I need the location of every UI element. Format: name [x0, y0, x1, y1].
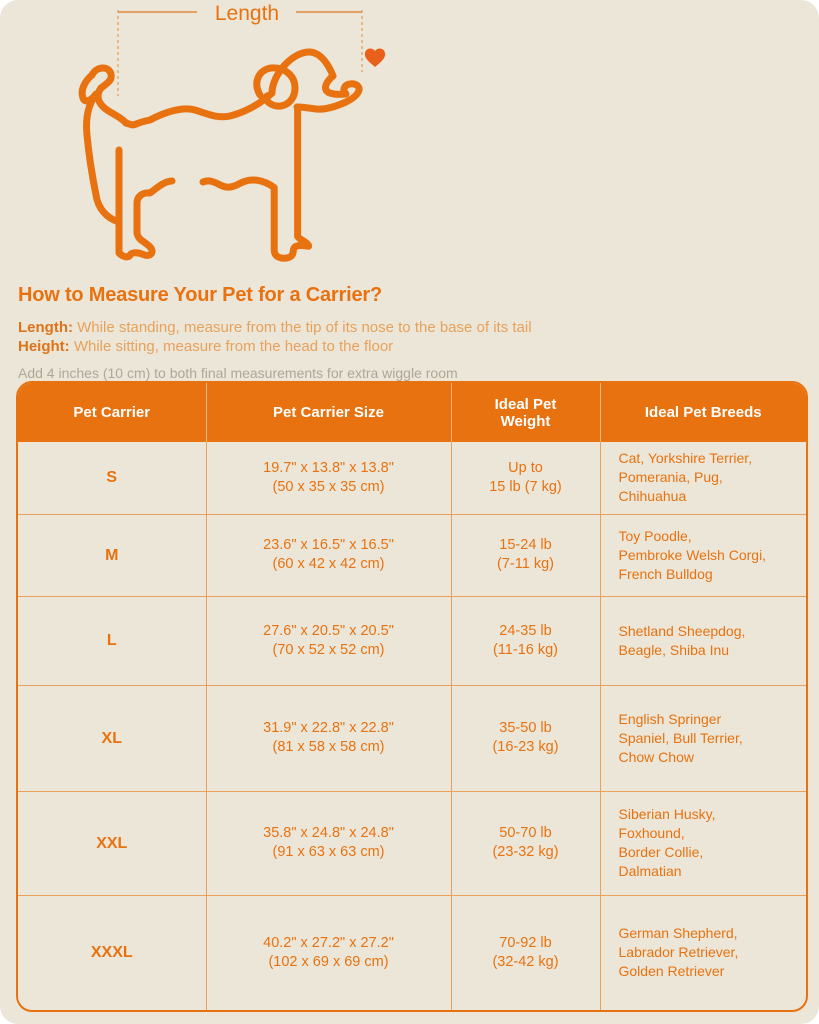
svg-text:Length: Length — [215, 2, 279, 25]
